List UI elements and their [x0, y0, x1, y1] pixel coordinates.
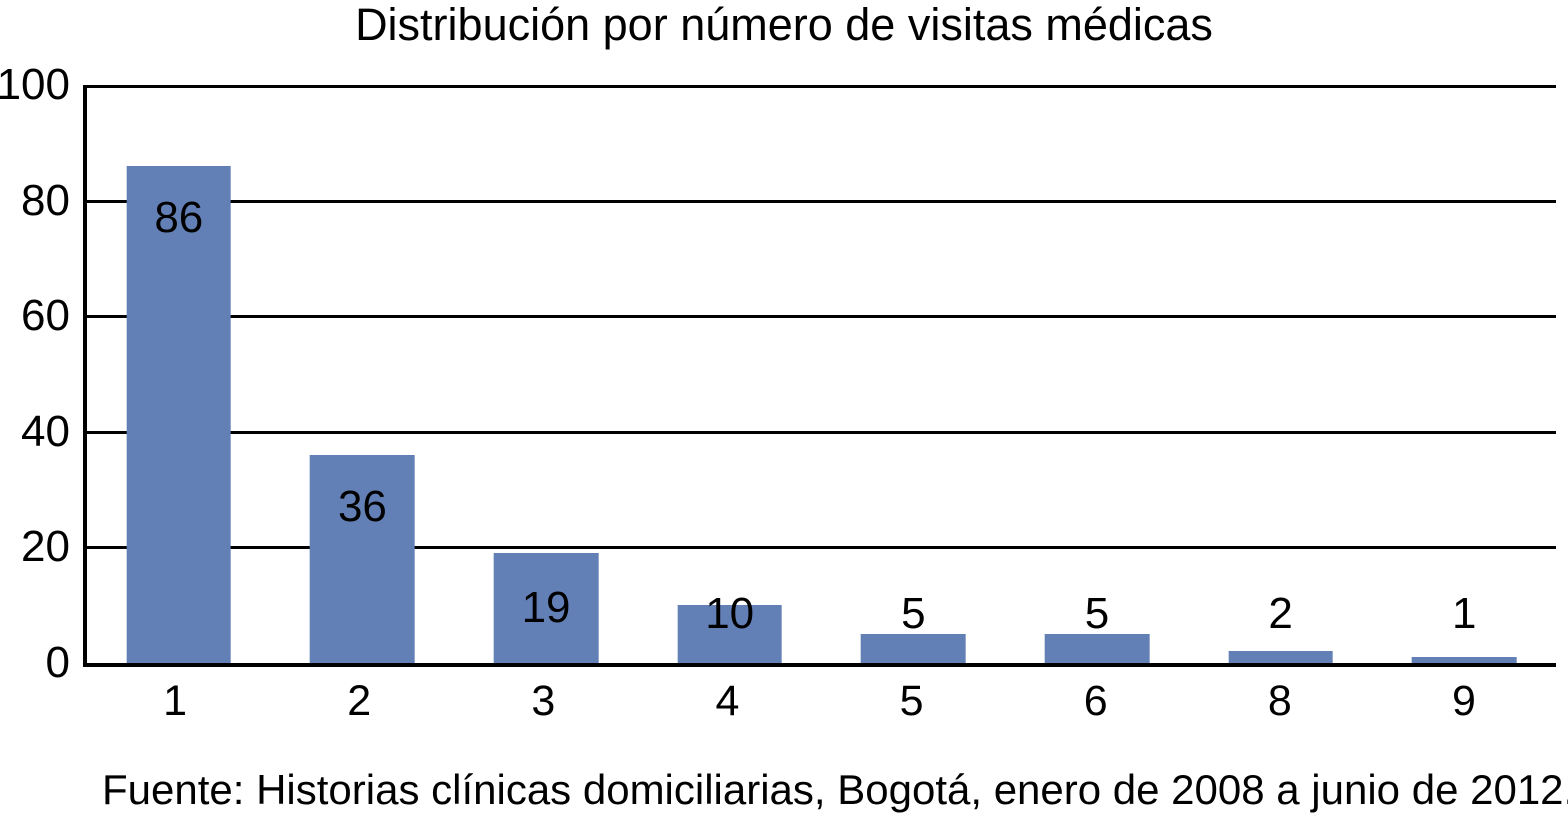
x-axis-labels: 1 2 3 4 5 6 8 9 — [83, 680, 1556, 723]
x-tick-label: 3 — [531, 677, 556, 725]
bar — [677, 605, 783, 663]
source-caption: Fuente: Historias clínicas domiciliarias… — [102, 766, 1568, 813]
bar-value-label: 10 — [705, 589, 755, 638]
bar-slot: 19 — [454, 85, 638, 663]
bar-slot: 2 — [1189, 85, 1373, 663]
x-tick-label: 4 — [715, 677, 740, 725]
bar-slot: 86 — [87, 85, 271, 663]
gridline — [87, 200, 1556, 203]
y-tick-label: 100 — [0, 60, 70, 109]
bar — [493, 553, 599, 663]
bar-value-label: 1 — [1451, 589, 1477, 638]
gridline — [87, 546, 1556, 549]
bar-slot: 10 — [638, 85, 822, 663]
bar — [126, 166, 232, 663]
bar — [310, 455, 415, 663]
plot-area: 86 36 19 10 5 5 2 1 — [83, 85, 1556, 667]
x-tick-label: 5 — [899, 677, 924, 725]
gridline — [87, 315, 1556, 318]
x-tick-label: 6 — [1083, 677, 1108, 725]
y-tick-label: 0 — [45, 638, 70, 687]
y-tick-label: 60 — [21, 291, 70, 340]
y-axis: 0 20 40 60 80 100 — [0, 63, 70, 685]
bar-slot: 1 — [1372, 85, 1556, 663]
bar-value-label: 2 — [1268, 589, 1293, 638]
x-tick-label: 1 — [163, 677, 188, 725]
bar-slot: 5 — [1005, 85, 1189, 663]
bar-value-label: 19 — [521, 583, 571, 632]
gridline — [87, 431, 1556, 434]
bar — [1228, 651, 1333, 663]
bar-value-label: 36 — [337, 482, 387, 531]
bar-value-label: 5 — [1084, 589, 1110, 638]
chart-title: Distribución por número de visitas médic… — [355, 0, 1213, 50]
gridlines-layer — [87, 85, 1556, 663]
x-tick-label: 2 — [347, 677, 372, 725]
bar-slot: 5 — [822, 85, 1006, 663]
gridline — [87, 85, 1556, 88]
bar-value-label: 5 — [901, 589, 926, 638]
x-tick-label: 9 — [1451, 677, 1476, 725]
y-tick-label: 40 — [21, 407, 70, 456]
bars-layer: 86 36 19 10 5 5 2 1 — [87, 85, 1556, 663]
y-tick-label: 80 — [21, 176, 70, 225]
bar — [1044, 634, 1150, 663]
bar — [1411, 657, 1517, 663]
y-tick-label: 20 — [21, 522, 70, 571]
bar-value-label: 86 — [154, 193, 204, 242]
x-tick-label: 8 — [1267, 677, 1292, 725]
bar-slot: 36 — [271, 85, 455, 663]
bar — [860, 634, 966, 663]
